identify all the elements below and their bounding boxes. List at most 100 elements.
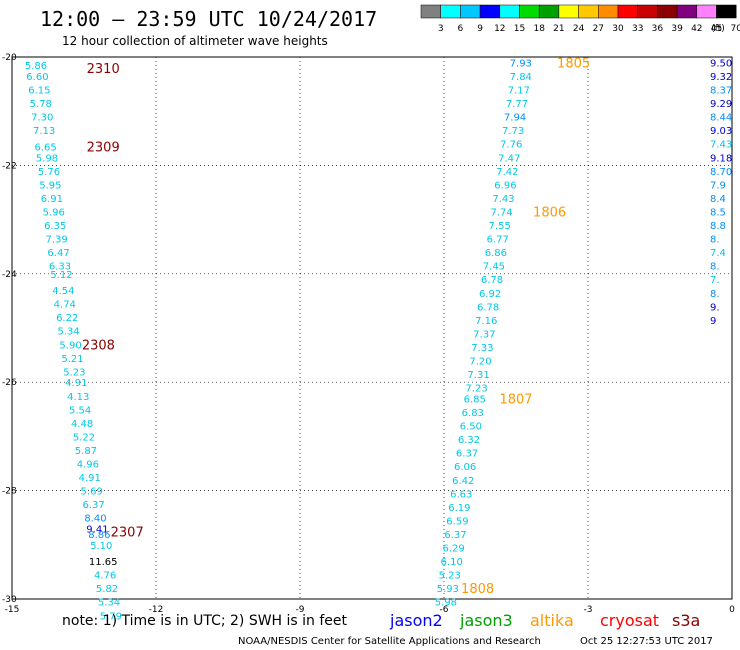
- x-tick-label: -12: [149, 605, 164, 615]
- pass-label: 1805: [557, 56, 590, 71]
- y-tick-label: -26: [2, 378, 17, 388]
- wave-height-point: 6.42: [452, 476, 474, 487]
- y-tick-label: -22: [2, 161, 17, 171]
- legend-entry: s3a: [672, 611, 700, 630]
- colorbar-swatch: [657, 4, 678, 19]
- colorbar-swatch: [479, 4, 501, 19]
- credit-line: NOAA/NESDIS Center for Satellite Applica…: [238, 636, 541, 647]
- wave-height-point: 6.91: [41, 194, 63, 205]
- wave-height-point: 6.85: [464, 394, 486, 405]
- wave-height-point: 5.54: [69, 405, 91, 416]
- y-tick-label: -30: [2, 595, 17, 605]
- wave-height-point: 7.30: [31, 113, 53, 124]
- wave-height-point: 5.34: [98, 598, 120, 609]
- wave-height-point: 7.42: [496, 167, 518, 178]
- wave-height-point: 7.23: [466, 384, 488, 395]
- wave-height-point: 7.33: [471, 343, 493, 354]
- colorbar-swatch: [460, 4, 481, 19]
- wave-height-point: 5.87: [75, 446, 97, 457]
- wave-height-point: 6.83: [462, 408, 484, 419]
- wave-height-point: 4.54: [52, 286, 74, 297]
- wave-height-point: 7.31: [467, 370, 489, 381]
- wave-height-point: 6.65: [34, 142, 56, 153]
- colorbar-label: 42: [691, 24, 702, 34]
- wave-height-point: 8.5: [710, 207, 726, 218]
- pass-label: 2310: [87, 62, 120, 77]
- plot-frame: [11, 56, 733, 600]
- wave-height-point: 8.: [710, 262, 720, 273]
- wave-height-point: 8.44: [710, 113, 732, 124]
- pass-label: 1808: [461, 582, 494, 597]
- wave-height-point: 5.34: [58, 327, 80, 338]
- wave-height-point: 7.73: [502, 126, 524, 137]
- wave-height-point: 9.32: [710, 72, 732, 83]
- wave-height-point: 7.37: [473, 329, 495, 340]
- wave-height-point: 7.47: [498, 153, 520, 164]
- generated-timestamp: Oct 25 12:27:53 UTC 2017: [580, 636, 713, 647]
- wave-height-point: 9.50: [710, 58, 732, 69]
- pass-label: 2309: [87, 140, 120, 155]
- wave-height-point: 9.03: [710, 126, 732, 137]
- wave-height-point: 6.47: [47, 248, 69, 259]
- wave-height-point: 5.78: [30, 99, 52, 110]
- colorbar: 3 6 9 12 15 18 21 24 27 30 33 36 39 42 45 70(ft): [420, 4, 740, 34]
- colorbar-label: 3: [438, 24, 444, 34]
- wave-height-point: 8.: [710, 235, 720, 246]
- wave-height-point: 7.17: [508, 86, 530, 97]
- colorbar-label: 15: [514, 24, 525, 34]
- wave-height-point: 8.40: [84, 514, 106, 525]
- wave-height-point: 8.70: [710, 167, 732, 178]
- colorbar-label: 9: [477, 24, 483, 34]
- data-points: 5.866.606.155.787.307.136.655.985.765.95…: [25, 58, 732, 622]
- wave-height-point: 6.35: [44, 221, 66, 232]
- wave-height-point: 4.74: [54, 300, 76, 311]
- y-tick-label: -28: [2, 487, 17, 497]
- wave-height-point: 6.60: [26, 72, 48, 83]
- wave-height-point: 7.93: [510, 58, 532, 69]
- wave-height-point: 9.18: [710, 153, 732, 164]
- wave-height-point: 5.12: [50, 270, 72, 281]
- wave-height-point: 6.29: [442, 544, 464, 555]
- wave-height-point: 5.69: [81, 487, 103, 498]
- wave-height-point: 4.76: [94, 571, 116, 582]
- wave-height-point: 6.78: [481, 275, 503, 286]
- colorbar-label: 33: [632, 24, 643, 34]
- wave-height-point: 6.10: [441, 557, 463, 568]
- wave-height-point: 8.8: [710, 221, 726, 232]
- x-tick-label: -6: [440, 605, 449, 615]
- wave-height-point: 6.15: [28, 86, 50, 97]
- footer-note: note: 1) Time is in UTC; 2) SWH is in fe…: [62, 613, 348, 629]
- colorbar-label: 30: [612, 24, 624, 34]
- wave-height-point: 7.84: [510, 72, 532, 83]
- colorbar-label: 21: [553, 24, 564, 34]
- wave-height-point: 5.76: [38, 167, 60, 178]
- wave-height-point: 6.37: [444, 530, 466, 541]
- axis-ticks: -15 -12 -9 -6 -3 0-20-22-24-26-28-30: [2, 53, 735, 615]
- wave-height-point: 6.33: [49, 262, 71, 273]
- colorbar-swatch: [440, 4, 461, 19]
- wave-height-point: 7.20: [469, 357, 491, 368]
- colorbar-label: 36: [652, 24, 664, 34]
- pass-label: 1807: [499, 392, 532, 407]
- colorbar-swatch: [538, 4, 560, 19]
- wave-height-point: 5.10: [90, 541, 112, 552]
- wave-height-point: 4.96: [77, 460, 99, 471]
- colorbar-label: 24: [573, 24, 585, 34]
- colorbar-swatch: [617, 4, 638, 19]
- wave-height-point: 4.48: [71, 419, 93, 430]
- wave-height-point: 6.37: [456, 449, 478, 460]
- wave-height-point: 7.13: [33, 126, 55, 137]
- wave-height-point: 7.74: [490, 207, 512, 218]
- wave-height-point: 5.23: [439, 571, 461, 582]
- colorbar-label: 70: [730, 24, 740, 34]
- wave-height-point: 8.4: [710, 194, 726, 205]
- colorbar-swatch: [578, 4, 599, 19]
- wave-height-point: 4.13: [67, 392, 89, 403]
- colorbar-label: 12: [494, 24, 505, 34]
- wave-height-point: 7.94: [504, 113, 526, 124]
- wave-height-point: 6.59: [446, 516, 468, 527]
- wave-height-point: 5.90: [59, 340, 81, 351]
- wave-height-point: 7.43: [710, 140, 732, 151]
- wave-height-point: 6.32: [458, 435, 480, 446]
